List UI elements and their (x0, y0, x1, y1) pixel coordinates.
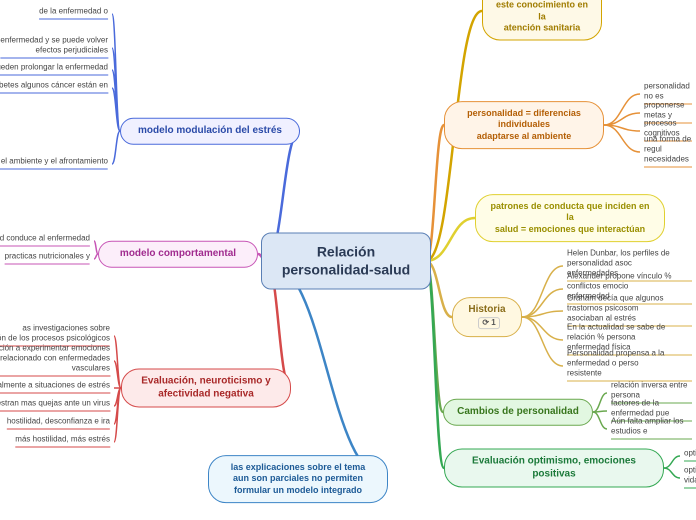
branch-node: modelo modulación del estrés (120, 118, 300, 145)
leaf-node: una forma de regulnecesidades (640, 133, 696, 172)
leaf-node: Aún falta ampliar los estudios e (607, 415, 696, 444)
leaf-node: muestran mas quejas ante un virus (0, 397, 114, 416)
branch-node: personalidad = diferencias individualesa… (444, 101, 604, 149)
branch-node: las explicaciones sobre el temaaun son p… (208, 455, 388, 503)
branch-node: patrones de conducta que inciden en lasa… (475, 194, 665, 242)
root-node: Relaciónpersonalidad-salud (261, 233, 431, 290)
leaf-node: más hostilidad, más estrés (11, 433, 114, 452)
leaf-node: practicas nutricionales y (1, 250, 94, 269)
leaf-node: diabetes algunos cáncer están en (0, 79, 112, 98)
leaf-node: optimvida (680, 464, 696, 493)
leaf-node: de la enfermedad o (35, 5, 112, 24)
branch-node: Cambios de personalidad (443, 399, 593, 426)
mindmap-canvas: Relaciónpersonalidad-salud se busca imple… (0, 0, 696, 520)
branch-node: Evaluación optimismo, emociones positiva… (444, 449, 664, 488)
branch-node: se busca implementareste conocimiento en… (482, 0, 602, 41)
branch-node: Evaluación, neuroticismo yafectividad ne… (121, 369, 291, 408)
leaf-node: enfermedad y se puede volverefectos perj… (0, 34, 112, 63)
leaf-node: visar el ambiente y el afrontamiento (0, 155, 112, 174)
leaf-node: ición a experimentar emocionesvas relaci… (0, 342, 114, 381)
leaf-node: hostilidad, desconfianza e ira (3, 415, 114, 434)
branch-node: Historia⟳ 1 (452, 297, 522, 337)
leaf-node: as pueden prolongar la enfermedad (0, 61, 112, 80)
leaf-node: ocionalmente a situaciones de estrés (0, 379, 114, 398)
branch-node: modelo comportamental (98, 241, 258, 268)
leaf-node: onalidad conduce al enfermedad (0, 232, 94, 251)
badge: ⟳ 1 (478, 317, 499, 329)
